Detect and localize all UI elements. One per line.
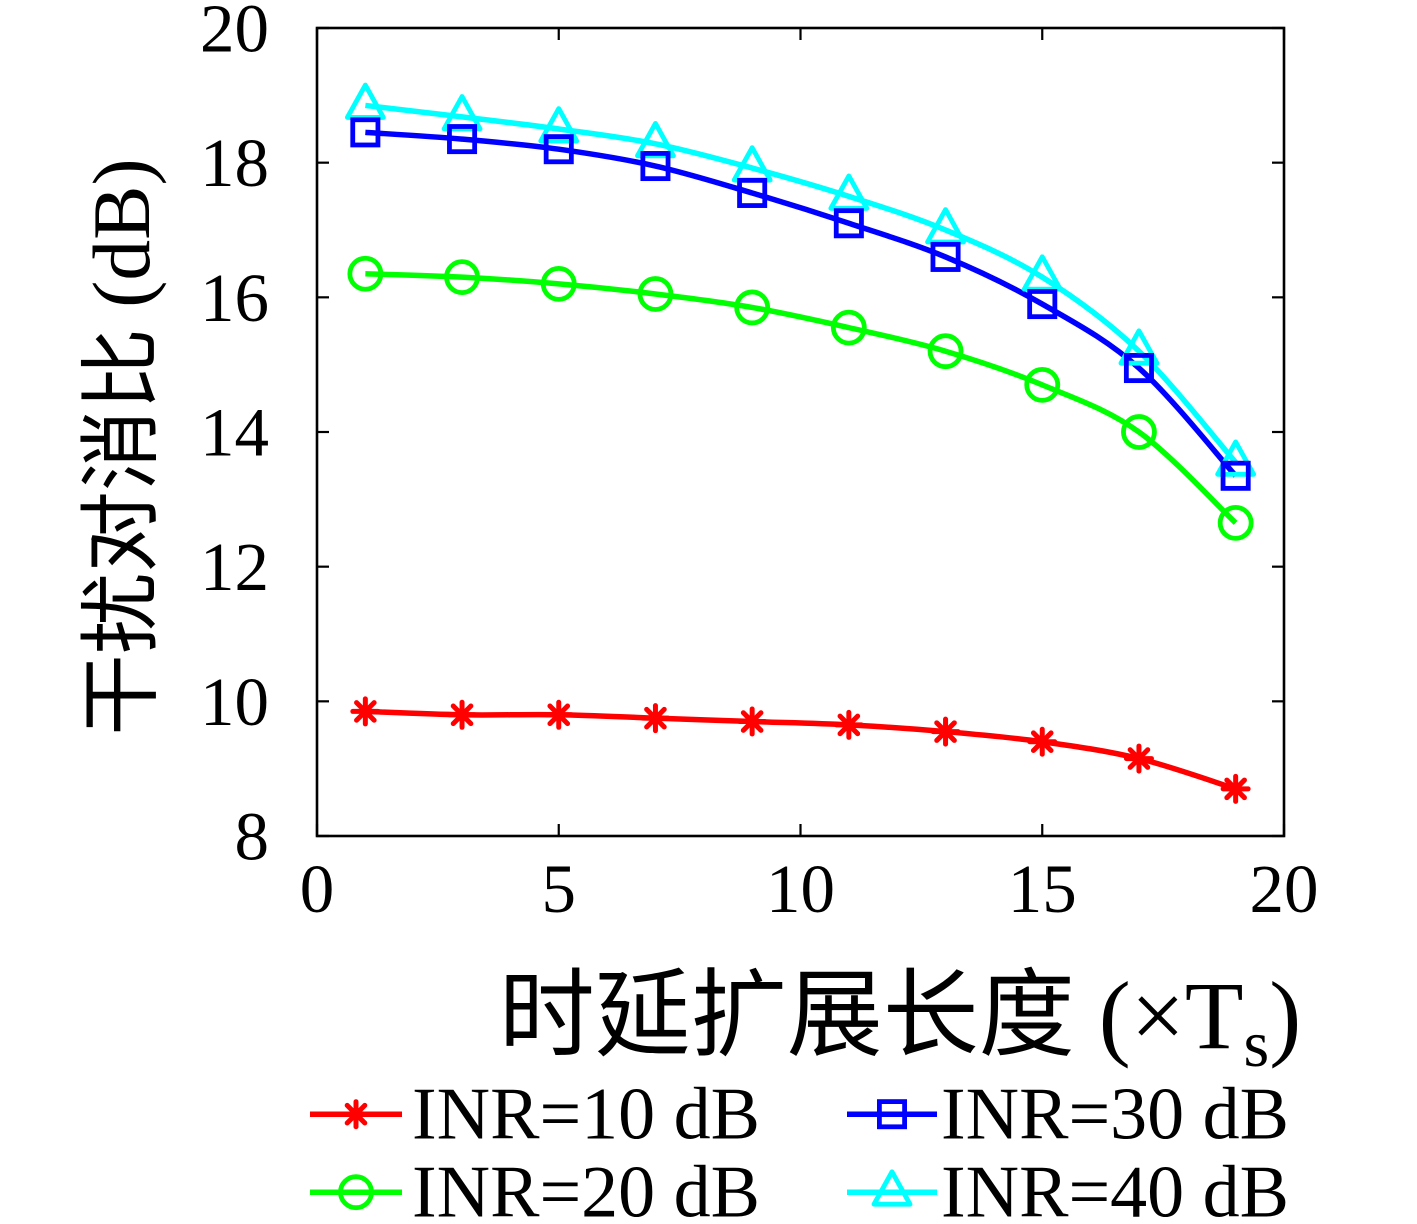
svg-text:0: 0 [300, 851, 335, 927]
svg-text:8: 8 [235, 799, 270, 875]
svg-text:5: 5 [542, 851, 577, 927]
svg-text:12: 12 [200, 529, 269, 605]
svg-text:15: 15 [1008, 851, 1077, 927]
svg-text:20: 20 [200, 0, 269, 67]
svg-text:INR=10 dB: INR=10 dB [412, 1073, 760, 1155]
svg-text:20: 20 [1250, 851, 1319, 927]
svg-text:INR=30 dB: INR=30 dB [941, 1073, 1289, 1155]
svg-text:14: 14 [200, 395, 269, 471]
svg-text:10: 10 [766, 851, 835, 927]
svg-text:时延扩展长度 (×Ts): 时延扩展长度 (×Ts) [499, 962, 1301, 1081]
svg-text:INR=40 dB: INR=40 dB [941, 1151, 1289, 1224]
svg-text:18: 18 [200, 125, 269, 201]
svg-text:干扰对消比 (dB): 干扰对消比 (dB) [76, 158, 167, 735]
svg-text:INR=20 dB: INR=20 dB [412, 1151, 760, 1224]
svg-text:16: 16 [200, 260, 269, 336]
svg-text:10: 10 [200, 664, 269, 740]
